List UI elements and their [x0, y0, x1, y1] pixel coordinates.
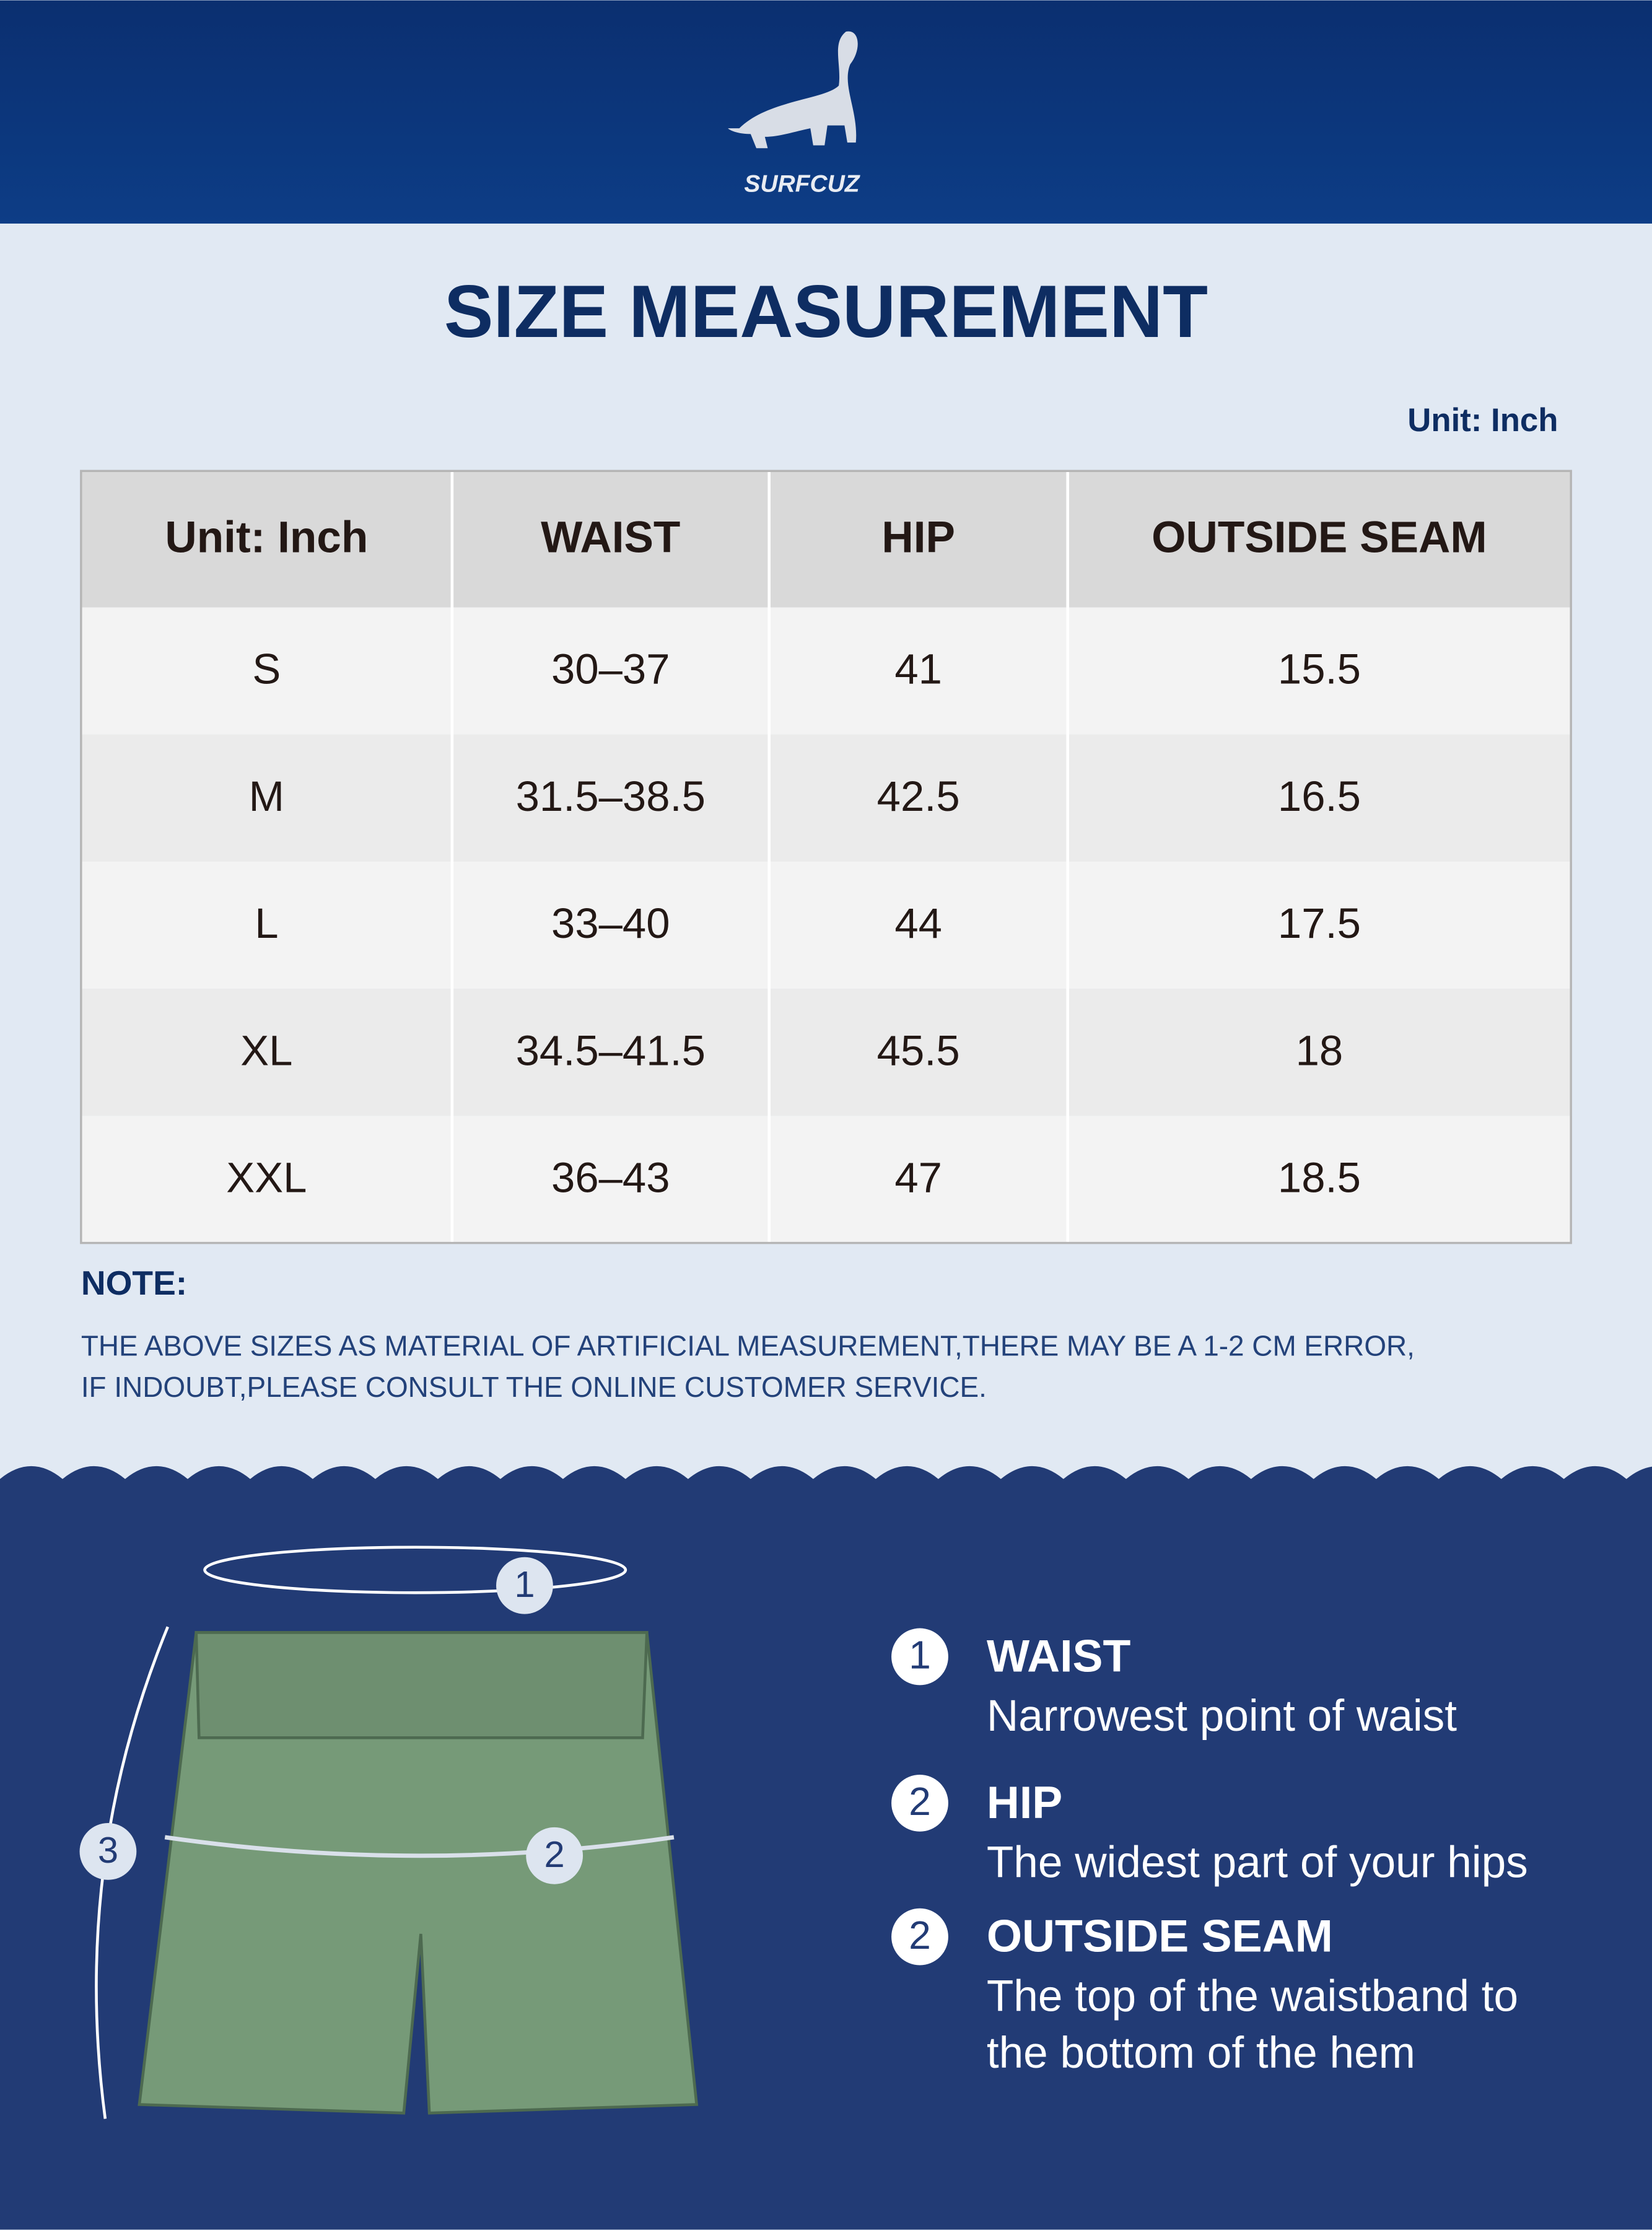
- column-header: WAIST: [541, 514, 680, 562]
- title: SIZE MEASUREMENT: [444, 271, 1208, 353]
- legend-title: HIP: [987, 1777, 1062, 1828]
- legend-description: The top of the waistband to: [987, 1972, 1518, 2021]
- table-border: [80, 470, 1572, 1244]
- diagram-label: 2: [544, 1834, 565, 1875]
- note-line: THE ABOVE SIZES AS MATERIAL OF ARTIFICIA…: [81, 1330, 1415, 1362]
- legend-marker: [891, 1908, 948, 1965]
- legend-description: the bottom of the hem: [987, 2029, 1415, 2078]
- table-cell: 42.5: [877, 772, 960, 820]
- diagram-marker: [496, 1557, 553, 1614]
- table-row: [81, 861, 1571, 989]
- waist-ring: [203, 1546, 627, 1594]
- legend-marker: [891, 1628, 948, 1686]
- table-cell: 30–37: [551, 645, 670, 693]
- note-line: IF INDOUBT,PLEASE CONSULT THE ONLINE CUS…: [81, 1371, 987, 1403]
- table-cell: 17.5: [1278, 899, 1361, 947]
- hip-line: [164, 1835, 675, 1858]
- diagram-marker: [526, 1827, 583, 1884]
- legend-title: WAIST: [987, 1630, 1131, 1681]
- size-table: Unit: Inch WAIST HIP OUTSIDE SEAM S 30–37 41 15…: [80, 470, 1572, 1244]
- table-cell: 36–43: [551, 1153, 670, 1201]
- table-cell: M: [249, 772, 284, 820]
- waistband: [194, 1631, 649, 1739]
- table-row: [81, 1116, 1571, 1243]
- legend-title: OUTSIDE SEAM: [987, 1911, 1333, 1962]
- table-cell: XXL: [226, 1153, 307, 1201]
- legend-number: 2: [909, 1913, 931, 1957]
- table-cell: S: [252, 645, 281, 693]
- diagram-marker: [79, 1823, 137, 1880]
- table-cell: 15.5: [1278, 645, 1361, 693]
- brand: SURFCUZ: [744, 170, 860, 197]
- table-cell: 31.5–38.5: [516, 772, 706, 820]
- table-cell: 33–40: [551, 899, 670, 947]
- table-cell: 47: [894, 1153, 942, 1201]
- unit: Unit: Inch: [1407, 402, 1558, 439]
- table-cell: 45.5: [877, 1026, 960, 1074]
- note-title: NOTE:: [81, 1264, 187, 1302]
- legend-description: Narrowest point of waist: [987, 1692, 1457, 1741]
- table-cell: 34.5–41.5: [516, 1026, 706, 1074]
- table-cell: L: [255, 899, 278, 947]
- shorts: [138, 1631, 699, 2115]
- diagram-label: 3: [98, 1829, 118, 1871]
- legend: 1 WAIST Narrowest point of waist 2 HIP The wi…: [891, 1628, 1528, 2078]
- table-cell: 41: [894, 645, 942, 693]
- legend-marker: [891, 1774, 948, 1832]
- table-row: [81, 607, 1571, 735]
- legend-number: 2: [909, 1779, 931, 1824]
- column-header: OUTSIDE SEAM: [1152, 514, 1487, 562]
- logo: [728, 31, 858, 149]
- legend-description: The widest part of your hips: [987, 1839, 1528, 1887]
- table-row: [81, 989, 1571, 1116]
- table-cell: 44: [894, 899, 942, 947]
- column-header: HIP: [881, 514, 955, 562]
- legend-number: 1: [909, 1633, 931, 1677]
- header-row: [81, 471, 1571, 608]
- table-cell: 18: [1296, 1026, 1344, 1074]
- table-cell: 16.5: [1278, 772, 1361, 820]
- table-row: [81, 734, 1571, 862]
- table-cell: XL: [240, 1026, 292, 1074]
- table-cell: 18.5: [1278, 1153, 1361, 1201]
- column-header: Unit: Inch: [165, 514, 368, 562]
- diagram-label: 1: [514, 1563, 535, 1605]
